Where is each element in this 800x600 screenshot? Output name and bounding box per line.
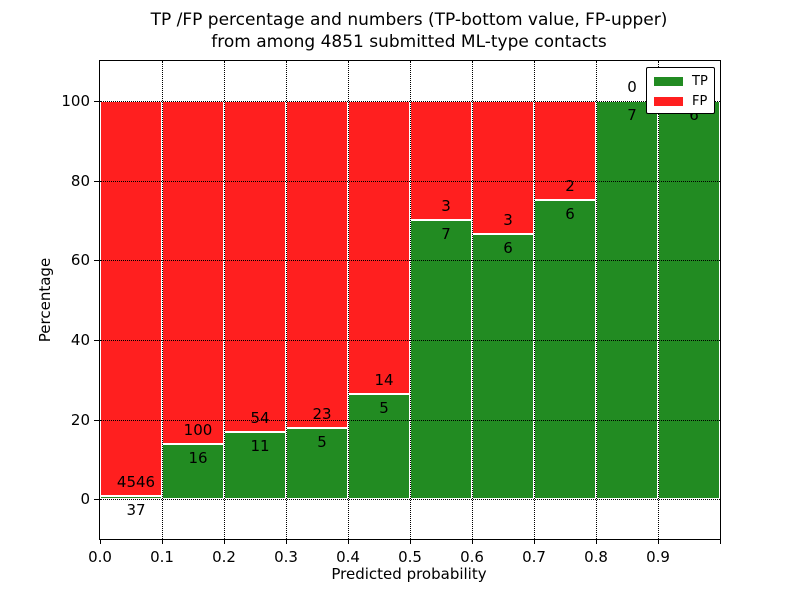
bar-count-label-fp: 4546 [116, 472, 156, 491]
legend-swatch-fp [654, 96, 683, 106]
x-tick-label: 0.4 [336, 548, 360, 566]
legend: TP FP [646, 67, 715, 114]
x-axis-tick [596, 539, 597, 544]
y-axis-tick [94, 100, 100, 102]
grid-line-vertical [472, 61, 473, 539]
grid-line-horizontal [100, 260, 720, 262]
bar-count-label-fp: 3 [503, 210, 513, 229]
chart-title-line1: TP /FP percentage and numbers (TP-bottom… [150, 10, 668, 30]
x-axis-tick [162, 539, 163, 544]
bar-count-label-tp: 37 [126, 500, 146, 519]
bar-count-label-tp: 11 [250, 436, 270, 455]
grid-line-horizontal [100, 339, 720, 341]
x-tick-label: 0.0 [88, 548, 112, 566]
grid-line-horizontal [100, 419, 720, 421]
bar-segment-fp [348, 100, 410, 395]
x-axis-tick [348, 539, 349, 544]
bar-segment-tp [100, 495, 162, 500]
y-axis-label: Percentage [36, 257, 54, 343]
bar-count-label-tp: 6 [565, 205, 575, 224]
bar-segment-tp [410, 220, 472, 500]
bar-segment-tp [596, 100, 658, 500]
bar-segment-fp [534, 100, 596, 201]
bar-count-label-fp: 3 [441, 197, 451, 216]
bar-count-label-tp: 6 [503, 238, 513, 257]
y-tick-label: 100 [61, 91, 90, 110]
bar-segment-tp [472, 233, 534, 500]
bar-count-label-tp: 5 [317, 433, 327, 452]
bar-segment-fp [224, 100, 286, 432]
grid-line-vertical [348, 61, 349, 539]
bar-count-label-tp: 6 [689, 105, 699, 124]
bar-count-label-tp: 16 [188, 449, 208, 468]
bar-count-label-fp: 54 [250, 408, 270, 427]
legend-label: FP [692, 93, 708, 109]
grid-line-horizontal [100, 499, 720, 501]
legend-item-tp: TP [647, 71, 714, 91]
bar-count-label-fp: 2 [565, 177, 575, 196]
bar-count-label-fp: 100 [183, 421, 213, 440]
legend-label: TP [692, 73, 708, 89]
bar-segment-fp [286, 100, 348, 429]
x-axis-tick [100, 539, 101, 544]
bar-segment-fp [472, 100, 534, 234]
grid-line-vertical [596, 61, 597, 539]
x-axis-tick [658, 539, 659, 544]
y-axis-tick [94, 419, 100, 421]
x-tick-label: 0.1 [150, 548, 174, 566]
legend-item-fp: FP [647, 91, 714, 111]
x-tick-label: 0.3 [274, 548, 298, 566]
y-axis-tick [94, 339, 100, 341]
bar-segment-tp [286, 428, 348, 500]
x-tick-label: 0.9 [646, 548, 670, 566]
y-tick-label: 60 [70, 251, 90, 270]
x-tick-label: 0.2 [212, 548, 236, 566]
bar-segment-fp [162, 100, 224, 445]
x-tick-label: 0.6 [460, 548, 484, 566]
x-axis-tick [410, 539, 411, 544]
bar-segment-tp [162, 444, 224, 500]
x-axis-tick [286, 539, 287, 544]
y-axis-tick [94, 260, 100, 262]
x-axis-tick [534, 539, 535, 544]
y-axis-tick [94, 180, 100, 182]
bar-count-label-fp: 14 [374, 371, 394, 390]
bar-segment-fp [100, 100, 162, 496]
x-axis-tick [472, 539, 473, 544]
x-axis-tick [720, 539, 721, 544]
y-tick-label: 40 [70, 330, 90, 349]
bar-segment-tp [658, 100, 720, 500]
x-tick-label: 0.7 [522, 548, 546, 566]
legend-swatch-tp [654, 76, 683, 86]
chart-title: TP /FP percentage and numbers (TP-bottom… [99, 9, 719, 53]
grid-line-vertical [658, 61, 659, 539]
x-tick-label: 0.5 [398, 548, 422, 566]
bar-count-label-fp: 23 [312, 405, 332, 424]
y-tick-label: 80 [70, 171, 90, 190]
chart-title-line2: from among 4851 submitted ML-type contac… [211, 32, 607, 52]
bar-segment-tp [348, 394, 410, 500]
y-tick-label: 20 [70, 410, 90, 429]
grid-line-vertical [162, 61, 163, 539]
bar-count-label-tp: 7 [627, 105, 637, 124]
x-tick-label: 0.8 [584, 548, 608, 566]
bar-count-label-tp: 5 [379, 399, 389, 418]
y-axis-tick [94, 499, 100, 501]
bar-count-label-tp: 7 [441, 225, 451, 244]
grid-line-horizontal [100, 180, 720, 182]
grid-line-vertical [410, 61, 411, 539]
grid-line-horizontal [100, 100, 720, 102]
x-axis-label: Predicted probability [331, 565, 487, 583]
grid-line-vertical [534, 61, 535, 539]
x-axis-tick [224, 539, 225, 544]
bar-count-label-fp: 0 [627, 77, 637, 96]
bar-segment-tp [534, 200, 596, 500]
grid-line-vertical [286, 61, 287, 539]
y-tick-label: 0 [80, 490, 90, 509]
grid-line-vertical [224, 61, 225, 539]
